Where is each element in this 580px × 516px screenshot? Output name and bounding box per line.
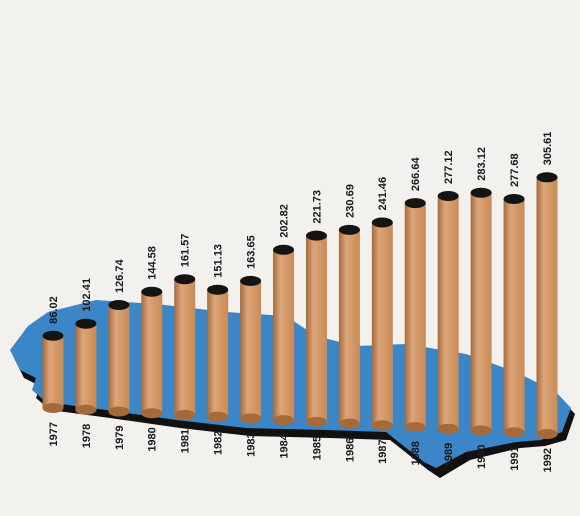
year-label-1984: 1984 [278,433,290,458]
year-label-1981: 1981 [180,429,192,453]
bar-1990 [470,187,492,436]
year-label-1977: 1977 [48,422,60,446]
bar-1983 [240,275,262,424]
bar-1982 [207,284,229,422]
bar-1977 [42,330,64,413]
bar-1991 [503,194,525,438]
year-label-1992: 1992 [542,448,554,472]
bar-1980 [141,286,163,419]
year-label-1979: 1979 [114,425,126,449]
value-labels: 86.02 102.41 126.74 144.58 161.57 151.13 163.6… [48,132,554,324]
bar-1984 [273,244,295,426]
value-label-1982: 151.13 [213,244,225,278]
value-label-1980: 144.58 [147,246,159,280]
year-label-1980: 1980 [147,427,159,451]
bar-1986 [338,224,360,429]
year-label-1988: 1988 [410,441,422,465]
bar-1988 [404,198,426,433]
value-label-1979: 126.74 [114,258,126,293]
year-label-1985: 1985 [311,436,323,460]
value-label-1985: 221.73 [311,190,323,224]
bar-1987 [371,217,393,431]
year-labels: 1977 1978 1979 1980 1981 1982 1983 1984 1985 1986… [48,422,554,472]
bar-1981 [174,274,196,420]
year-label-1990: 1990 [476,445,488,469]
value-label-1984: 202.82 [278,204,290,238]
value-label-1977: 86.02 [48,296,60,324]
value-label-1990: 283.12 [476,147,488,181]
value-label-1983: 163.65 [246,235,258,269]
value-label-1991: 277.68 [509,153,521,187]
value-label-1986: 230.69 [344,184,356,218]
bar-1979 [108,300,130,417]
year-label-1982: 1982 [213,431,225,455]
value-label-1989: 277.12 [443,150,455,184]
bars [42,172,558,439]
value-label-1978: 102.41 [81,278,93,312]
year-label-1986: 1986 [344,438,356,462]
year-label-1991: 1991 [509,446,521,470]
year-label-1987: 1987 [377,439,389,463]
year-label-1978: 1978 [81,424,93,448]
bar-1989 [437,191,459,434]
value-label-1988: 266.64 [410,157,422,192]
bar-1985 [305,230,327,427]
value-label-1992: 305.61 [542,132,554,166]
value-label-1987: 241.46 [377,177,389,211]
bar-1978 [75,318,97,415]
value-label-1981: 161.57 [180,234,192,268]
year-label-1989: 1989 [443,443,455,467]
year-label-1983: 1983 [246,432,258,456]
bar-1992 [536,172,558,439]
